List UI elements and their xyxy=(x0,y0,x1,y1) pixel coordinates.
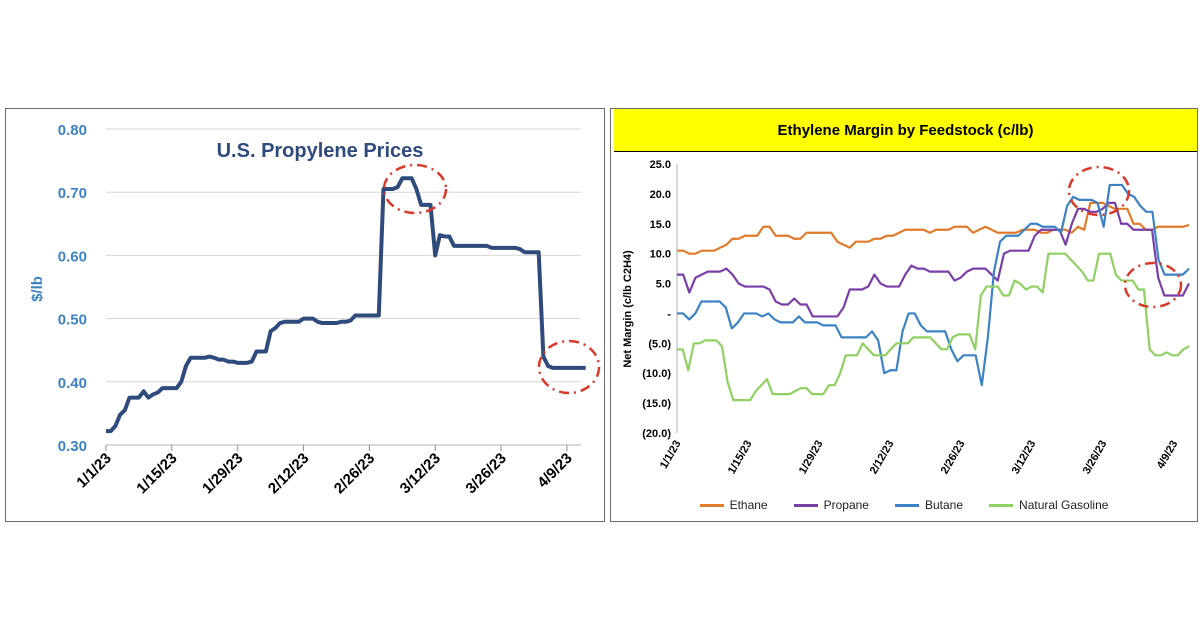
ethylene-margin-chart-panel: Ethylene Margin by Feedstock (c/lb) (20.… xyxy=(610,108,1198,522)
x-tick-label: 1/1/23 xyxy=(658,439,684,471)
y-tick-label: 0.70 xyxy=(58,185,87,202)
natural-gasoline-line xyxy=(677,252,1190,402)
x-tick-label: 1/15/23 xyxy=(726,439,755,477)
legend-swatch xyxy=(894,503,919,507)
butane-line xyxy=(677,183,1190,387)
legend-label: Ethane xyxy=(729,498,768,512)
legend-label: Propane xyxy=(823,498,869,512)
ethane-line xyxy=(677,201,1190,255)
y-tick-label: 0.40 xyxy=(58,375,87,392)
ethylene-y-axis-label: Net Margin (c/lb C2H4) xyxy=(622,250,634,368)
ethylene-margin-chart: (20.0) (15.0) (10.0) (5.0) - 5.0 10.0 15.0 20.0 2… xyxy=(622,159,1190,477)
peak-highlight-circle xyxy=(382,163,448,215)
y-tick-label: 10.0 xyxy=(650,249,671,261)
legend-label: Natural Gasoline xyxy=(1019,498,1109,512)
ethylene-legend: Ethane Propane Butane Natural Gasoline xyxy=(611,498,1197,512)
y-tick-label: - xyxy=(667,308,671,320)
x-tick-label: 4/9/23 xyxy=(1155,439,1181,471)
x-tick-label: 1/29/23 xyxy=(199,450,246,497)
legend-swatch xyxy=(989,503,1014,507)
x-tick-label: 1/15/23 xyxy=(133,450,180,497)
x-tick-label: 3/26/23 xyxy=(462,450,509,497)
x-tick-label: 2/26/23 xyxy=(939,439,968,477)
y-tick-label: (5.0) xyxy=(648,338,671,350)
propane-line xyxy=(677,201,1190,318)
y-tick-label: 20.0 xyxy=(650,189,671,201)
y-tick-label: 25.0 xyxy=(650,159,671,171)
end-highlight-circle xyxy=(1123,261,1183,309)
legend-item-propane: Propane xyxy=(793,498,869,512)
y-tick-label: (20.0) xyxy=(642,428,671,440)
x-tick-label: 4/9/23 xyxy=(534,450,576,492)
propylene-chart-panel: 0.30 0.40 0.50 0.60 0.70 0.80 1/1/23 1/15/23 1/… xyxy=(5,108,605,522)
x-tick-label: 1/29/23 xyxy=(797,439,826,477)
x-tick-label: 3/12/23 xyxy=(1010,439,1039,477)
x-tick-label: 2/26/23 xyxy=(331,450,378,497)
y-tick-label: 15.0 xyxy=(650,219,671,231)
x-tick-label: 3/12/23 xyxy=(397,450,444,497)
legend-swatch xyxy=(793,503,818,507)
y-tick-label: 0.60 xyxy=(58,248,87,265)
y-tick-label: (15.0) xyxy=(642,398,671,410)
legend-label: Butane xyxy=(924,498,964,512)
end-highlight-circle xyxy=(537,339,601,395)
x-tick-label: 3/26/23 xyxy=(1081,439,1110,477)
legend-swatch xyxy=(699,503,724,507)
y-tick-label: 0.50 xyxy=(58,312,87,329)
legend-item-natural-gasoline: Natural Gasoline xyxy=(989,498,1108,512)
propylene-price-line xyxy=(106,176,586,434)
propylene-chart-title: U.S. Propylene Prices xyxy=(217,140,424,162)
ethylene-chart-title: Ethylene Margin by Feedstock (c/lb) xyxy=(614,109,1197,152)
y-tick-label: (10.0) xyxy=(642,368,671,380)
propylene-y-axis-label: $/lb xyxy=(29,276,46,302)
y-tick-label: 0.80 xyxy=(58,122,87,139)
y-tick-label: 5.0 xyxy=(656,279,671,291)
legend-item-ethane: Ethane xyxy=(699,498,768,512)
x-tick-label: 2/12/23 xyxy=(868,439,897,477)
propylene-chart: 0.30 0.40 0.50 0.60 0.70 0.80 1/1/23 1/15/23 1/… xyxy=(29,122,601,497)
legend-item-butane: Butane xyxy=(894,498,964,512)
x-tick-label: 2/12/23 xyxy=(265,450,312,497)
y-tick-label: 0.30 xyxy=(58,438,87,455)
peak-highlight-circle xyxy=(1067,165,1131,217)
x-tick-label: 1/1/23 xyxy=(73,450,115,492)
